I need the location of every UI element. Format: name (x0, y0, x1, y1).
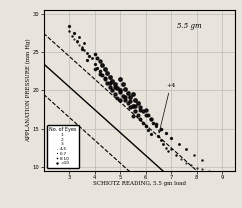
Text: +4: +4 (159, 83, 175, 133)
Y-axis label: APPLANATION PRESSURE (mm Hg): APPLANATION PRESSURE (mm Hg) (26, 39, 31, 142)
Text: -4: -4 (0, 207, 1, 208)
Legend: 1, 2, 3, 4-5, 6-7, 8-10, >10: 1, 2, 3, 4-5, 6-7, 8-10, >10 (47, 125, 79, 168)
X-axis label: SCHIOTZ READING, 5.5 gm load: SCHIOTZ READING, 5.5 gm load (93, 181, 186, 186)
Text: 5.5 gm: 5.5 gm (177, 22, 202, 30)
